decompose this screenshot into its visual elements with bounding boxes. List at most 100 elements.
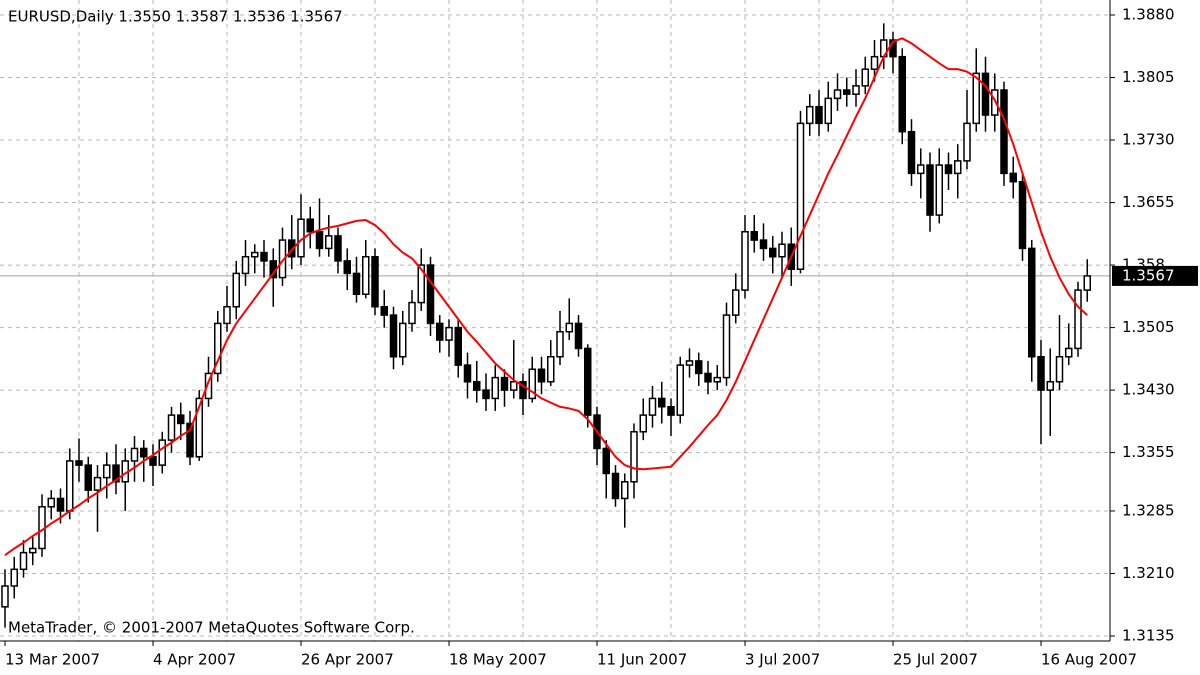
candle-body (325, 235, 333, 250)
candle-body (436, 322, 444, 341)
candle-body (29, 547, 37, 554)
candle-body (352, 272, 361, 295)
current-price-label: 1.3567 (1122, 266, 1175, 284)
candle-body (1055, 356, 1064, 383)
candle-body (473, 381, 481, 391)
candle-body (1037, 356, 1045, 391)
candle-body (833, 89, 842, 100)
y-tick-label: 1.3805 (1122, 68, 1175, 86)
candle-body (796, 122, 805, 270)
candle-body (556, 331, 564, 358)
candle-body (158, 439, 166, 466)
candle-body (19, 551, 28, 571)
candle-body (482, 389, 490, 400)
candle-body (574, 322, 583, 350)
candle-body (204, 372, 213, 400)
x-tick-label: 18 May 2007 (449, 651, 547, 669)
candle-body (1028, 247, 1036, 358)
candle-body (806, 105, 814, 125)
y-tick-label: 1.3285 (1122, 501, 1175, 519)
candle-body (103, 464, 111, 479)
y-tick-label: 1.3730 (1122, 131, 1175, 149)
candle-body (343, 260, 351, 275)
candle-body (195, 397, 203, 458)
y-tick-label: 1.3880 (1122, 6, 1175, 24)
candle-body (815, 105, 823, 125)
y-tick-label: 1.3355 (1122, 443, 1175, 461)
candle-body (972, 72, 980, 125)
candle-body (759, 239, 768, 250)
candle-body (186, 422, 194, 458)
candle-body (917, 164, 925, 175)
candle-body (232, 272, 240, 308)
candle-body (1000, 89, 1008, 175)
candle-body (981, 72, 990, 116)
candle-body (463, 364, 472, 383)
moving-average (4, 37, 1088, 556)
candle-body (1065, 347, 1073, 358)
candle-body (861, 68, 869, 87)
candle-body (852, 85, 860, 95)
candle-body (1083, 275, 1091, 291)
candle-body (639, 414, 647, 433)
candle-body (528, 368, 536, 400)
candle-body (399, 322, 407, 358)
x-tick-label: 11 Jun 2007 (597, 651, 687, 669)
candle-body (417, 264, 425, 304)
candle-body (926, 164, 934, 216)
candle-body (380, 305, 388, 316)
candle-body (824, 97, 832, 125)
candle-body (954, 160, 962, 175)
y-tick-label: 1.3430 (1122, 381, 1175, 399)
candle-body (676, 364, 684, 416)
candle-body (547, 356, 555, 383)
candle-body (741, 230, 749, 291)
candle-body (93, 476, 102, 491)
candle-body (630, 431, 638, 483)
candle-body (140, 447, 148, 458)
candle-body (362, 255, 370, 295)
candle-body (10, 568, 18, 587)
candle-body (66, 460, 74, 512)
grid (0, 0, 1110, 641)
candle-body (491, 376, 499, 400)
candle-body (223, 305, 231, 325)
candle-body (75, 460, 83, 466)
candle-body (1046, 381, 1054, 391)
candle-body (750, 230, 758, 241)
candle-body (241, 255, 250, 275)
current-price-box (1112, 265, 1198, 286)
candle-body (1009, 172, 1017, 183)
x-tick-label: 3 Jul 2007 (745, 651, 820, 669)
x-tick-label: 25 Jul 2007 (893, 651, 978, 669)
candle-body (408, 301, 416, 325)
candle-body (704, 372, 712, 383)
marks (1, 23, 1091, 628)
candle-body (778, 243, 786, 258)
candle-body (371, 255, 379, 308)
x-tick-label: 4 Apr 2007 (153, 651, 236, 669)
candle-body (389, 314, 398, 358)
candle-body (1074, 289, 1082, 350)
candle-body (648, 397, 657, 416)
candle-body (843, 89, 851, 95)
x-tick-label: 16 Aug 2007 (1041, 651, 1137, 669)
y-tick-label: 1.3210 (1122, 564, 1175, 582)
y-tick-label: 1.3655 (1122, 193, 1175, 211)
watermark: MetaTrader, © 2001-2007 MetaQuotes Softw… (8, 619, 415, 637)
x-tick-label: 26 Apr 2007 (301, 651, 394, 669)
candle-body (944, 164, 953, 175)
candle-body (251, 251, 259, 258)
candle-body (602, 447, 610, 475)
candle-body (991, 89, 999, 116)
candle-body (935, 164, 943, 216)
candle-body (584, 347, 592, 416)
candle-body (898, 55, 906, 133)
candle-body (685, 360, 694, 366)
candle-body (56, 497, 65, 512)
chart-title: EURUSD,Daily 1.3550 1.3587 1.3536 1.3567 (8, 8, 343, 26)
candle-body (334, 235, 342, 262)
candle-body (149, 456, 157, 466)
candle-body (288, 239, 296, 258)
